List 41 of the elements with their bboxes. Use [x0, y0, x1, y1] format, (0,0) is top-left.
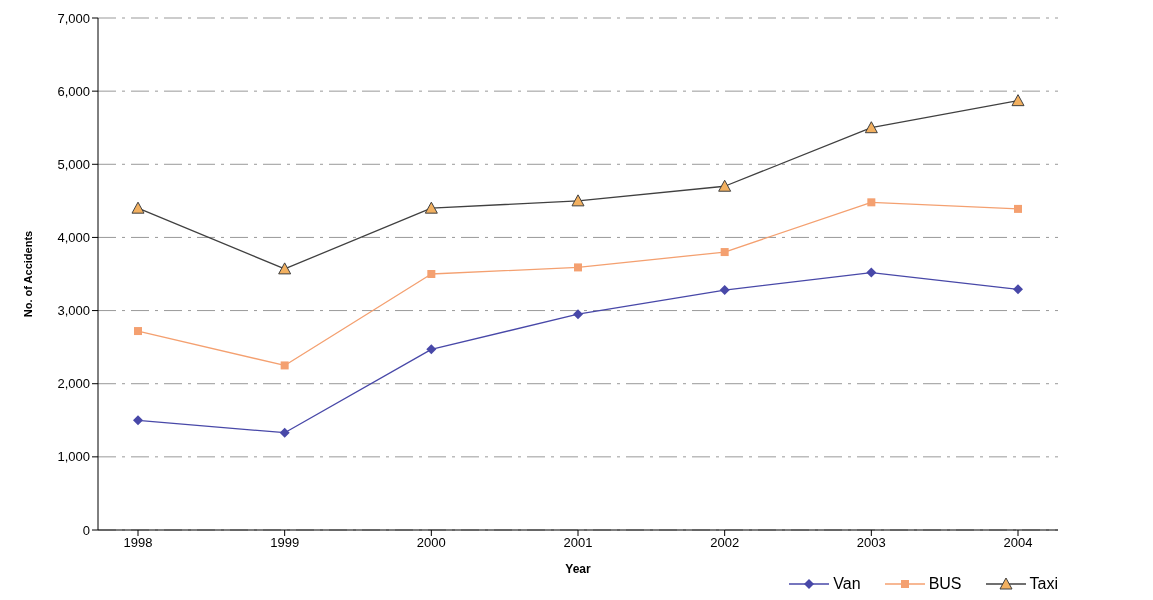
point — [1013, 284, 1023, 295]
point — [867, 198, 876, 207]
point — [866, 267, 877, 278]
x-tick-label: 2004 — [1003, 535, 1033, 551]
legend-label: Taxi — [1029, 575, 1058, 593]
point — [720, 248, 729, 257]
point — [1011, 94, 1025, 107]
point — [131, 201, 145, 214]
y-tick-label: 0 — [82, 522, 90, 538]
point — [1014, 204, 1022, 213]
point — [427, 270, 436, 278]
point — [573, 309, 583, 320]
point — [424, 201, 438, 214]
legend-label: Van — [833, 575, 861, 593]
point — [134, 327, 142, 336]
x-tick-label: 1998 — [123, 535, 153, 551]
y-tick-label: 2,000 — [57, 376, 90, 392]
point — [718, 179, 732, 192]
y-tick-label: 7,000 — [57, 10, 90, 26]
point — [719, 285, 730, 296]
y-tick-label: 3,000 — [57, 303, 90, 319]
y-tick-label: 6,000 — [57, 83, 90, 99]
point — [278, 262, 292, 275]
x-tick-label: 2001 — [563, 535, 593, 551]
y-axis-title: No. of Accidents — [21, 230, 34, 318]
point — [280, 361, 289, 370]
x-tick-label: 2003 — [856, 535, 886, 551]
y-tick-label: 4,000 — [57, 230, 90, 246]
point — [574, 263, 582, 272]
y-tick-label: 5,000 — [57, 156, 90, 172]
x-tick-label: 1999 — [270, 535, 300, 551]
legend-label: BUS — [928, 575, 962, 593]
point — [571, 194, 585, 207]
y-tick-label: 1,000 — [57, 449, 90, 465]
point — [864, 121, 878, 134]
point — [279, 427, 290, 438]
x-tick-label: 2000 — [416, 535, 446, 551]
x-tick-label: 2002 — [710, 535, 740, 551]
point — [133, 415, 143, 426]
x-axis-title: Year — [565, 562, 592, 576]
point — [426, 344, 437, 355]
